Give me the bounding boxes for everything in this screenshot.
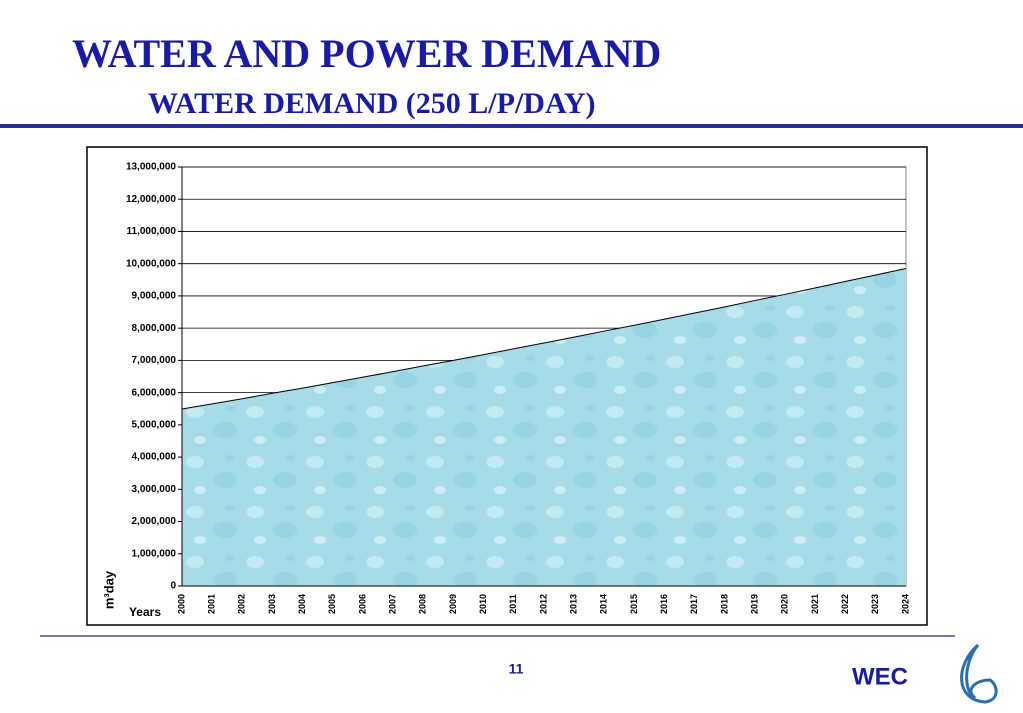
logo-icon bbox=[960, 643, 998, 704]
y-tick-label: 0 bbox=[170, 581, 176, 592]
x-tick-label: 2000 bbox=[176, 594, 186, 614]
x-tick-label: 2004 bbox=[297, 594, 307, 614]
x-tick-label: 2020 bbox=[780, 594, 790, 614]
x-tick-label: 2002 bbox=[237, 594, 247, 614]
chart-title: WATER DEMAND (250 L/P/DAY) bbox=[148, 87, 596, 120]
page-number: 11 bbox=[509, 661, 524, 677]
x-tick-label: 2014 bbox=[599, 594, 609, 614]
y-tick-label: 12,000,000 bbox=[126, 194, 176, 205]
x-tick-label: 2005 bbox=[327, 594, 337, 614]
x-tick-label: 2010 bbox=[478, 594, 488, 614]
x-tick-label: 2001 bbox=[207, 594, 217, 614]
x-tick-label: 2024 bbox=[900, 594, 910, 614]
y-tick-label: 8,000,000 bbox=[132, 323, 177, 334]
x-tick-label: 2013 bbox=[569, 594, 579, 614]
y-tick-label: 11,000,000 bbox=[127, 226, 177, 237]
y-tick-label: 3,000,000 bbox=[132, 484, 177, 495]
x-tick-label: 2018 bbox=[719, 594, 729, 614]
x-tick-label: 2011 bbox=[508, 594, 518, 614]
y-tick-label: 4,000,000 bbox=[132, 452, 177, 463]
x-tick-label: 2021 bbox=[810, 594, 820, 614]
x-tick-label: 2016 bbox=[659, 594, 669, 614]
y-tick-label: 10,000,000 bbox=[126, 258, 176, 269]
y-tick-label: 5,000,000 bbox=[132, 419, 177, 430]
x-tick-label: 2006 bbox=[357, 594, 367, 614]
x-tick-label: 2009 bbox=[448, 594, 458, 614]
x-tick-label: 2015 bbox=[629, 594, 639, 614]
y-tick-label: 9,000,000 bbox=[132, 291, 177, 302]
y-tick-label: 1,000,000 bbox=[132, 548, 177, 559]
plot: 0 1,000,000 2,000,000 3,000,000 4,000,000 5,0… bbox=[126, 162, 910, 614]
x-tick-label: 2017 bbox=[689, 594, 699, 614]
area-line bbox=[181, 268, 907, 410]
y-tick-label: 7,000,000 bbox=[132, 355, 177, 366]
x-tick-label: 2008 bbox=[418, 594, 428, 614]
x-tick-label: 2022 bbox=[840, 594, 850, 614]
x-tick-label: 2019 bbox=[750, 594, 760, 614]
y-tick-label: 2,000,000 bbox=[132, 516, 177, 527]
logo-text: WEC bbox=[852, 663, 908, 690]
x-tick-label: 2007 bbox=[388, 594, 398, 614]
x-tick-label: 2012 bbox=[538, 594, 548, 614]
y-axis-label: m³day bbox=[101, 570, 116, 609]
y-tick-label: 13,000,000 bbox=[126, 162, 176, 173]
slide-title: WATER AND POWER DEMAND bbox=[72, 31, 661, 76]
x-tick-label: 2023 bbox=[870, 594, 880, 614]
title-rule bbox=[0, 124, 1023, 128]
area-texture bbox=[182, 268, 906, 586]
y-tick-label: 6,000,000 bbox=[132, 387, 177, 398]
x-axis-label: Years bbox=[129, 605, 161, 619]
x-tick-label: 2003 bbox=[267, 594, 277, 614]
